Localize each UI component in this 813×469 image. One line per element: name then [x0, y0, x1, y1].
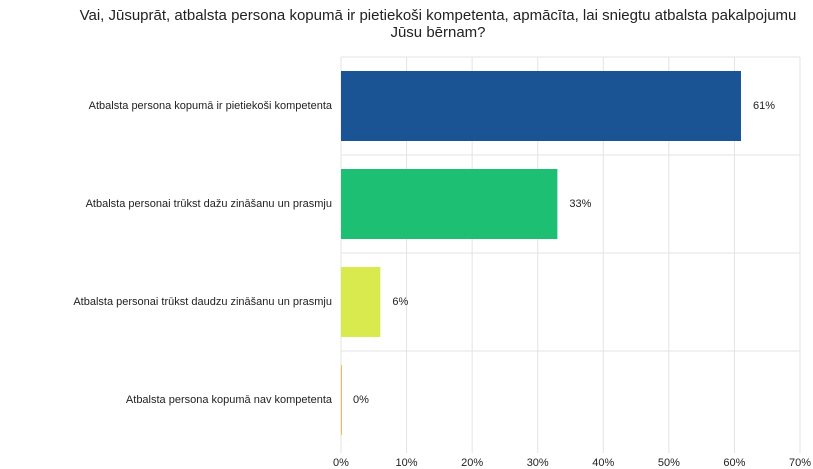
x-tick-label: 60%: [723, 457, 745, 469]
y-tick-label: Atbalsta personai trūkst dažu zināšanu u…: [86, 198, 332, 210]
x-tick-label: 0%: [333, 457, 349, 469]
x-tick-label: 50%: [658, 457, 680, 469]
value-label: 33%: [569, 198, 591, 210]
x-tick-label: 20%: [461, 457, 483, 469]
x-tick-label: 10%: [396, 457, 418, 469]
value-label: 61%: [753, 100, 775, 112]
value-label: 0%: [353, 394, 369, 406]
bar: [341, 267, 381, 337]
y-tick-label: Atbalsta personai trūkst daudzu zināšanu…: [73, 296, 332, 308]
x-tick-label: 70%: [789, 457, 811, 469]
value-label: 6%: [392, 296, 408, 308]
y-tick-label: Atbalsta persona kopumā nav kompetenta: [126, 394, 333, 406]
bar: [341, 365, 342, 435]
chart-title: Vai, Jūsuprāt, atbalsta persona kopumā i…: [79, 7, 797, 41]
y-tick-label: Atbalsta persona kopumā ir pietiekoši ko…: [89, 100, 333, 112]
bar: [341, 71, 741, 141]
x-tick-label: 40%: [592, 457, 614, 469]
x-tick-label: 30%: [527, 457, 549, 469]
bar: [341, 169, 558, 239]
